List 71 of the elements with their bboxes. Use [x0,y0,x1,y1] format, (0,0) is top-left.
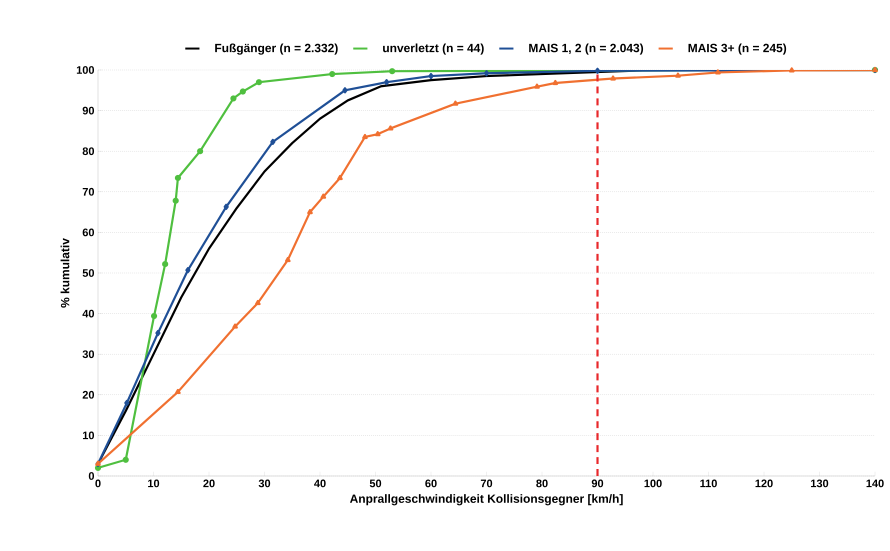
y-tick-label: 100 [76,66,94,74]
y-tick-label: 80 [82,147,94,156]
point [162,260,168,268]
point [484,70,490,76]
x-tick-label: 80 [536,480,548,488]
x-tick-label: 60 [425,480,437,488]
x-tick-label: 10 [148,480,160,488]
x-tick-label: 70 [480,480,492,488]
point [534,84,540,89]
point [329,70,336,78]
point [175,388,181,394]
point [174,174,182,182]
x-tick-label: 20 [203,480,215,488]
point [255,300,261,306]
point [389,68,396,74]
y-tick-label: 20 [82,390,94,399]
point [428,73,434,80]
point [232,324,238,329]
point [788,67,795,72]
x-tick-label: 100 [644,480,662,488]
legend-label: MAIS 1, 2 (n = 2.043) [529,43,644,55]
legend-label: unverletzt (n = 44) [383,43,484,55]
x-axis-title: Anprallgeschwindigkeit Kollisionsgegner [km/h] [350,494,623,506]
point [594,68,600,74]
point [155,330,161,336]
point [452,100,458,106]
point [150,312,158,320]
y-tick-label: 90 [82,106,94,114]
point [342,87,348,94]
x-tick-label: 40 [314,480,326,488]
point [94,464,102,471]
y-tick-label: 30 [82,350,94,358]
legend-label: MAIS 3+ (n = 245) [688,43,786,55]
point [675,72,681,78]
point [384,79,390,86]
point [197,148,204,154]
point [122,456,129,463]
y-tick-label: 40 [82,310,94,318]
point [320,194,326,199]
point [552,80,558,86]
x-tick-label: 110 [700,480,717,488]
y-tick-label: 50 [82,269,94,277]
x-tick-label: 140 [866,480,884,488]
point [374,131,381,136]
legend-label: Fußgänger (n = 2.332) [215,43,338,55]
x-tick-label: 30 [258,480,270,488]
point [610,75,616,81]
y-tick-label: 60 [82,228,94,236]
x-tick-label: 50 [370,480,382,488]
y-axis-title: % kumulativ [60,238,70,308]
x-tick-label: 90 [592,480,604,488]
x-tick-label: 130 [811,480,828,488]
y-tick-label: 70 [82,188,94,196]
x-tick-label: 120 [756,480,773,488]
point [270,138,276,145]
point [388,125,394,131]
point [307,209,313,214]
y-tick-label: 10 [82,432,94,440]
point [230,95,237,102]
point [224,204,229,210]
point [172,198,179,204]
point [240,88,246,95]
point [362,134,368,140]
point [284,256,291,262]
point [124,400,130,406]
point [256,79,262,86]
point [185,267,190,274]
x-tick-label: 0 [95,480,101,488]
point [337,174,343,180]
point [715,69,721,75]
y-tick-label: 0 [88,472,94,480]
